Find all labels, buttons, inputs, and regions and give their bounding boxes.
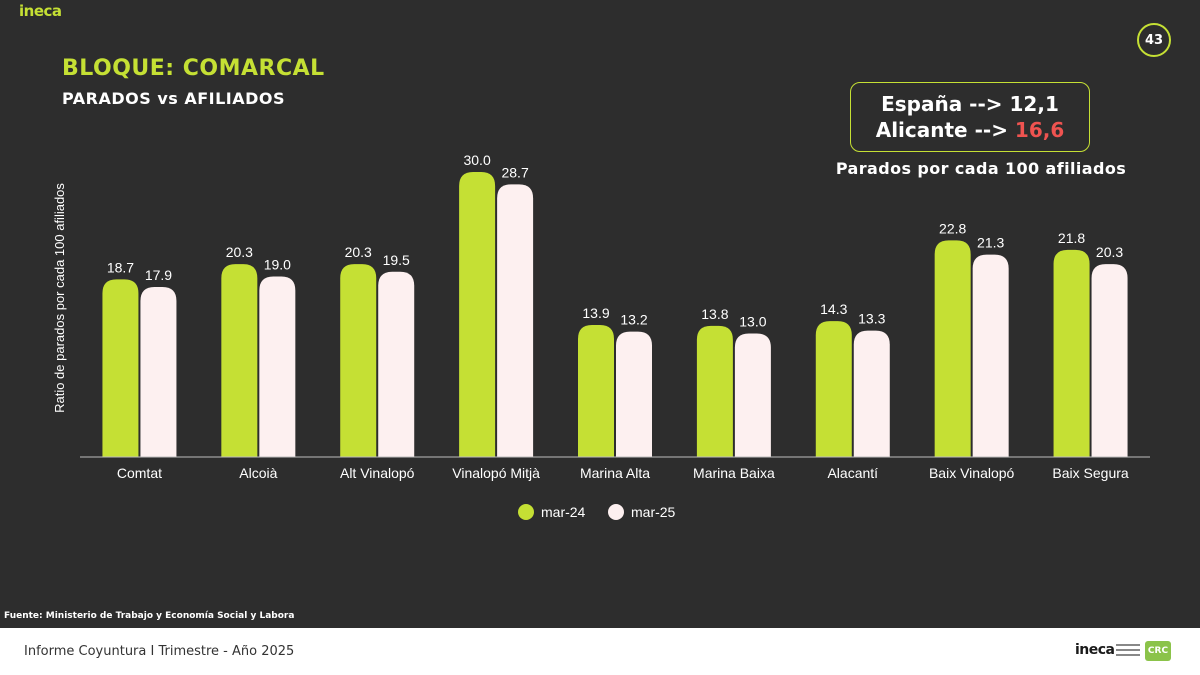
bar-mar-24-6 (815, 321, 852, 457)
crc-logo: CRC (1145, 641, 1171, 661)
footer-ineca-logo: ineca (1075, 642, 1115, 658)
x-tick-label-6: Alacantí (827, 465, 878, 481)
bar-mar-25-8 (1091, 264, 1128, 457)
bar-mar-25-5 (734, 333, 771, 457)
data-label-mar-25-6: 13.3 (858, 311, 885, 327)
data-label-mar-24-6: 14.3 (820, 301, 847, 317)
footer: Informe Coyuntura I Trimestre - Año 2025… (0, 628, 1200, 675)
reference-value-alicante: 16,6 (1014, 118, 1065, 142)
bar-mar-25-6 (853, 330, 890, 457)
bar-mar-25-0 (140, 286, 177, 457)
data-label-mar-25-2: 19.5 (383, 252, 410, 268)
data-label-mar-25-4: 13.2 (620, 312, 647, 328)
bar-mar-24-4 (578, 324, 614, 457)
legend: mar-24 mar-25 (518, 504, 676, 520)
labels-group: 18.7 17.9 Comtat 20.3 19.0 Alcoià 20.3 19.5 Alt … (107, 152, 1129, 481)
data-label-mar-24-3: 30.0 (463, 152, 490, 168)
x-tick-label-5: Marina Baixa (693, 465, 775, 481)
bar-mar-25-3 (497, 184, 534, 457)
data-label-mar-24-4: 13.9 (582, 305, 609, 321)
ineca-logo: ineca (19, 2, 62, 20)
x-tick-label-7: Baix Vinalopó (929, 465, 1015, 481)
bar-mar-24-7 (934, 240, 971, 457)
legend-label-mar-25: mar-25 (631, 504, 676, 520)
reference-line-spain: España --> 12,1 (881, 91, 1059, 117)
bar-mar-24-5 (696, 325, 733, 457)
reference-line-alicante: Alicante --> 16,6 (876, 117, 1065, 143)
bar-mar-25-4 (616, 331, 652, 457)
data-label-mar-25-1: 19.0 (264, 257, 291, 273)
bar-mar-24-0 (102, 279, 139, 457)
data-label-mar-25-7: 21.3 (977, 235, 1004, 251)
reference-value-spain: 12,1 (1009, 92, 1059, 116)
bar-mar-25-2 (378, 271, 415, 457)
bar-mar-24-2 (340, 264, 377, 457)
reference-caption: Parados por cada 100 afiliados (835, 159, 1127, 178)
legend-swatch-mar-24 (518, 504, 534, 520)
x-tick-label-4: Marina Alta (580, 465, 650, 481)
data-label-mar-25-8: 20.3 (1096, 244, 1123, 260)
bar-mar-24-1 (221, 264, 258, 457)
bars-group (102, 172, 1128, 457)
page-title: BLOQUE: COMARCAL (62, 56, 325, 81)
data-label-mar-24-0: 18.7 (107, 259, 134, 275)
data-label-mar-25-3: 28.7 (501, 164, 528, 180)
page-number-badge: 43 (1137, 23, 1171, 57)
data-label-mar-24-1: 20.3 (226, 244, 253, 260)
x-tick-label-2: Alt Vinalopó (340, 465, 415, 481)
footer-text: Informe Coyuntura I Trimestre - Año 2025 (24, 644, 295, 659)
legend-swatch-mar-25 (608, 504, 624, 520)
x-tick-label-3: Vinalopó Mitjà (452, 465, 540, 481)
bar-chart: 18.7 17.9 Comtat 20.3 19.0 Alcoià 20.3 19.5 Alt … (52, 152, 1150, 520)
source-note: Fuente: Ministerio de Trabajo y Economía… (4, 611, 295, 621)
bar-mar-25-7 (972, 254, 1009, 457)
data-label-mar-24-5: 13.8 (701, 306, 728, 322)
y-axis-label: Ratio de parados por cada 100 afiliados (52, 183, 67, 413)
reference-box: España --> 12,1 Alicante --> 16,6 (850, 82, 1090, 152)
x-tick-label-8: Baix Segura (1052, 465, 1128, 481)
data-label-mar-24-8: 21.8 (1058, 230, 1085, 246)
bar-mar-24-3 (459, 172, 496, 457)
data-label-mar-25-0: 17.9 (145, 267, 172, 283)
slide: ineca 43 BLOQUE: COMARCAL PARADOS vs AFI… (4, 2, 1171, 621)
data-label-mar-24-2: 20.3 (345, 244, 372, 260)
data-label-mar-25-5: 13.0 (739, 314, 766, 330)
reference-label-spain: España --> (881, 92, 1003, 116)
bar-mar-24-8 (1053, 249, 1090, 457)
data-label-mar-24-7: 22.8 (939, 220, 966, 236)
footer-logo-lines (1116, 644, 1140, 659)
reference-label-alicante: Alicante --> (875, 118, 1008, 142)
x-tick-label-1: Alcoià (239, 465, 277, 481)
bar-mar-25-1 (259, 276, 296, 457)
x-tick-label-0: Comtat (117, 465, 162, 481)
page-subtitle: PARADOS vs AFILIADOS (62, 89, 286, 108)
legend-label-mar-24: mar-24 (541, 504, 586, 520)
